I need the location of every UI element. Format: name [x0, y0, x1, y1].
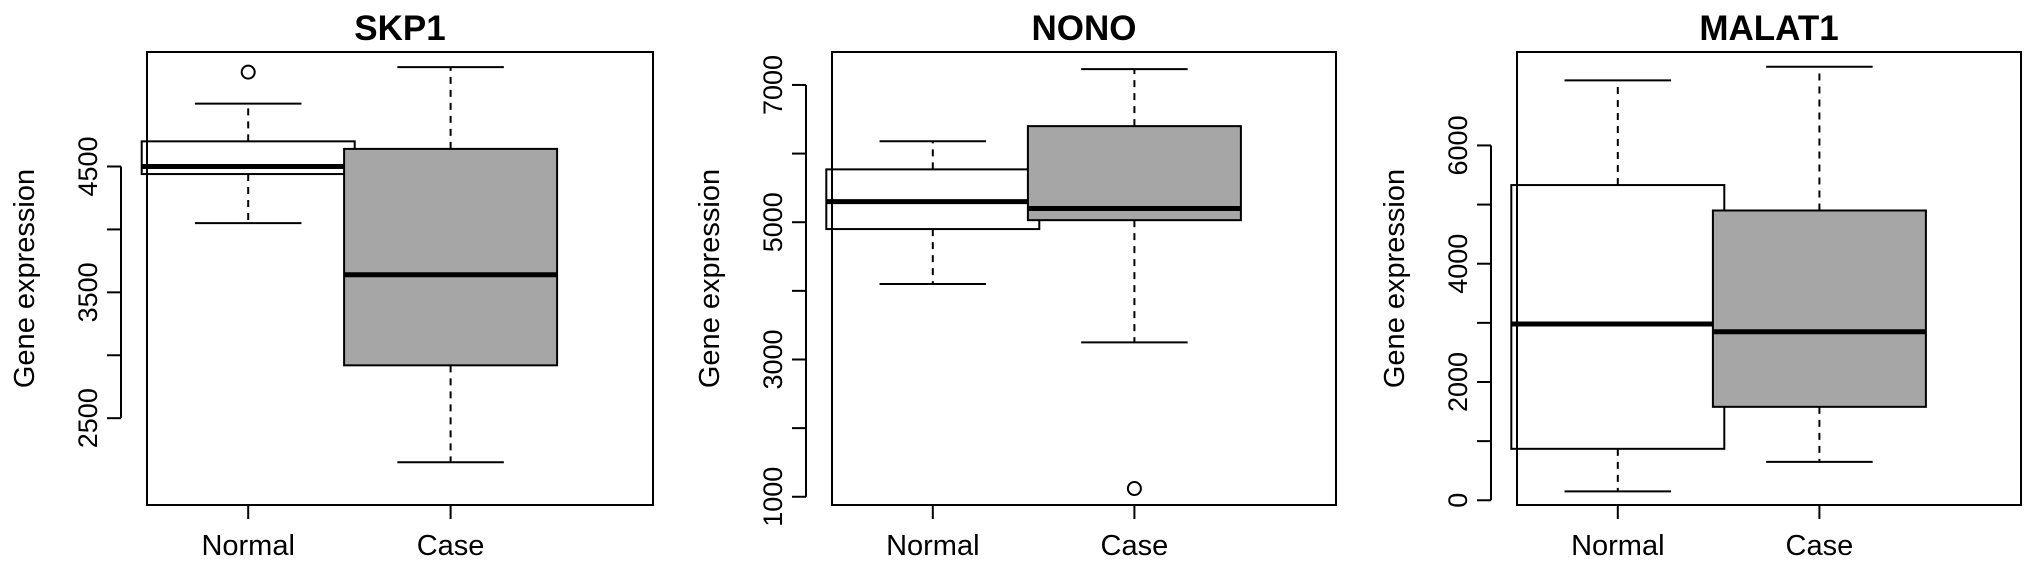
- y-tick-label: 4000: [1443, 234, 1473, 294]
- box-case: [1026, 68, 1242, 497]
- outlier-point: [1126, 481, 1142, 497]
- box-normal: [1510, 79, 1726, 493]
- box-iqr: [1510, 184, 1726, 450]
- chart-title: MALAT1: [1699, 9, 1838, 48]
- chart-title: SKP1: [354, 9, 445, 48]
- y-axis-label: Gene expression: [1379, 169, 1411, 388]
- x-tick-label: Case: [1101, 530, 1169, 562]
- y-tick-label: 2000: [1443, 352, 1473, 412]
- box-normal: [140, 64, 356, 225]
- chart-panel-1: NONO Gene expression 1000 3000 5000 7000 Norma…: [694, 9, 1337, 562]
- panels: SKP1 Gene expression 2500 3500 4500 Normal Cas…: [9, 9, 2022, 562]
- y-tick-label: 3000: [758, 329, 788, 389]
- box-iqr: [140, 140, 356, 176]
- chart-panel-0: SKP1 Gene expression 2500 3500 4500 Normal Cas…: [9, 9, 654, 562]
- y-tick-label: 5000: [758, 192, 788, 252]
- x-tick-label: Case: [417, 530, 485, 562]
- y-tick-label: 7000: [758, 55, 788, 115]
- plot-frame: [831, 51, 1337, 506]
- chart-title: NONO: [1032, 9, 1137, 48]
- x-tick-label: Case: [1786, 530, 1854, 562]
- x-tick-label: Normal: [1571, 530, 1664, 562]
- chart-panel-2: MALAT1 Gene expression 0 2000 4000 6000 Normal…: [1379, 9, 2022, 562]
- box-normal: [825, 140, 1041, 285]
- box-iqr: [343, 147, 559, 367]
- box-case: [343, 66, 559, 464]
- box-iqr: [1711, 209, 1927, 408]
- plot-frame: [146, 51, 654, 506]
- x-tick-label: Normal: [886, 530, 979, 562]
- y-tick-label: 2500: [73, 388, 103, 448]
- x-tick-label: Normal: [201, 530, 294, 562]
- y-axis-label: Gene expression: [9, 169, 41, 388]
- box-case: [1711, 65, 1927, 463]
- outlier-point: [240, 64, 256, 80]
- y-tick-label: 6000: [1443, 115, 1473, 175]
- y-tick-label: 0: [1443, 493, 1473, 508]
- plot-frame: [1516, 51, 2022, 506]
- y-tick-label: 1000: [758, 467, 788, 527]
- y-axis-label: Gene expression: [694, 169, 726, 388]
- box-iqr: [1026, 125, 1242, 222]
- y-tick-label: 4500: [73, 136, 103, 196]
- y-tick-label: 3500: [73, 262, 103, 322]
